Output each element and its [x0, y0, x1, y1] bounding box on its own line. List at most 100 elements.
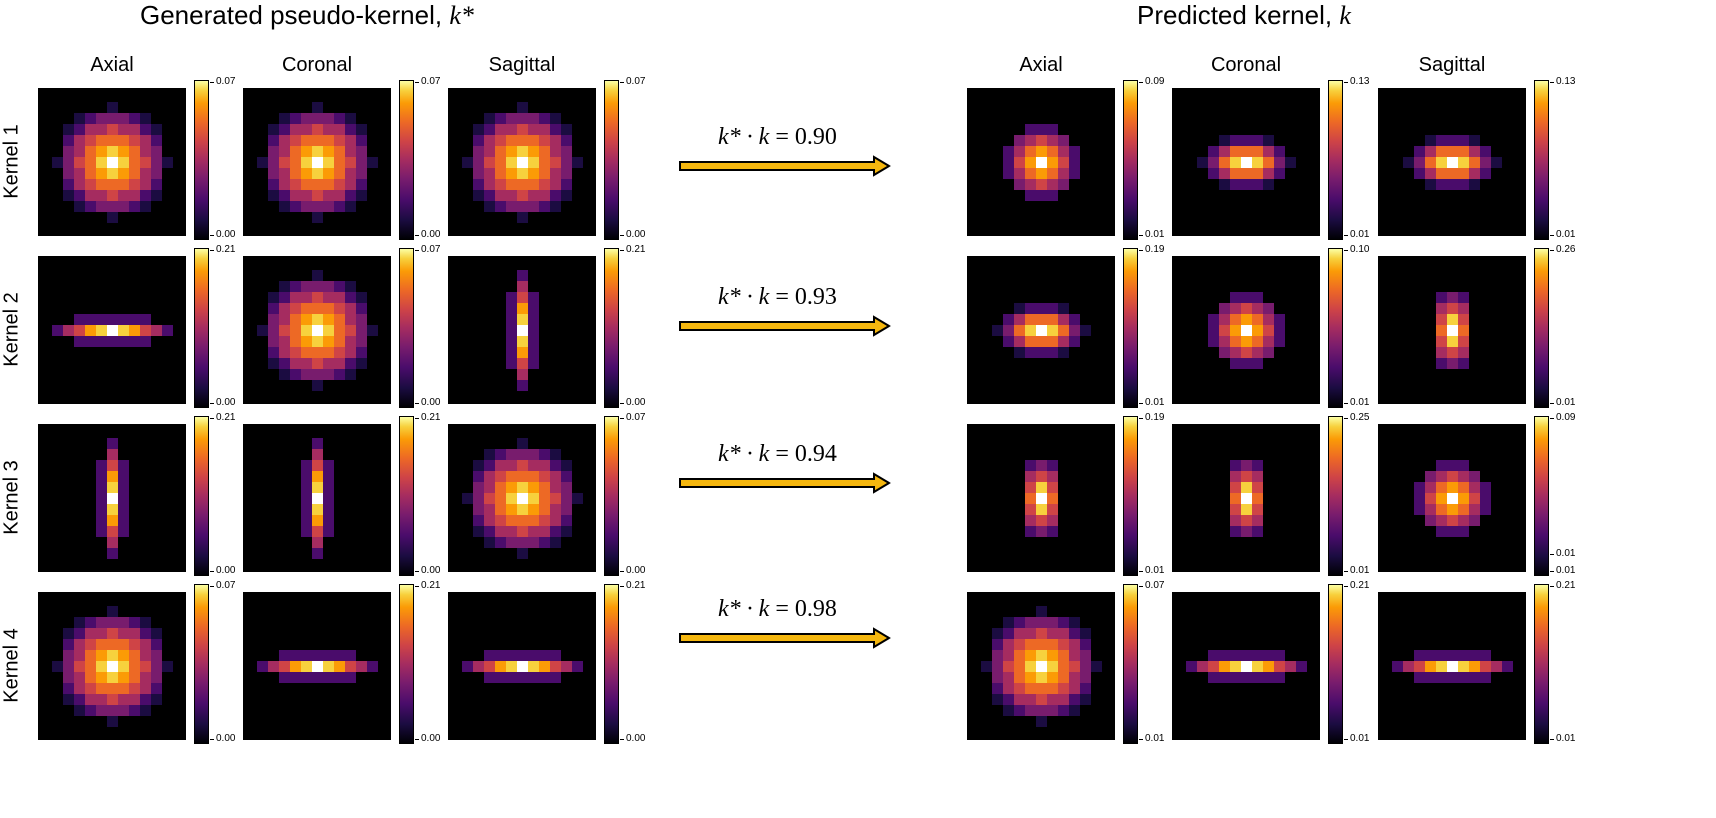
- kernel-pixel: [63, 694, 74, 705]
- kernel-pixel: [312, 515, 323, 526]
- kernel-pixel: [345, 314, 356, 325]
- kernel-pixel: [118, 135, 129, 146]
- kernel-pixel: [63, 179, 74, 190]
- kernel-pixel: [279, 179, 290, 190]
- kernel-pixel: [334, 325, 345, 336]
- kernel-pixel: [301, 135, 312, 146]
- kernel-pixel: [517, 526, 528, 537]
- row-label-kernel-4: Kernel 4: [0, 628, 23, 703]
- kernel-pixel: [96, 336, 107, 347]
- colorbar-max-label: 0.07: [209, 580, 236, 591]
- kernel-pixel: [506, 179, 517, 190]
- kernel-pixel: [517, 190, 528, 201]
- kernel-pixel: [550, 201, 561, 212]
- kernel-pixel: [462, 661, 473, 672]
- kernel-pixel: [1047, 504, 1058, 515]
- kernel-pixel: [1274, 672, 1285, 683]
- kernel-pixel: [1241, 504, 1252, 515]
- kernel-pixel: [1436, 672, 1447, 683]
- kernel-pixel: [1447, 179, 1458, 190]
- kernel-pixel: [506, 471, 517, 482]
- kernel-pixel: [345, 358, 356, 369]
- kernel-pixel: [1425, 168, 1436, 179]
- kernel-pixel: [107, 672, 118, 683]
- kernel-pixel: [1036, 650, 1047, 661]
- kernel-pixel: [268, 347, 279, 358]
- kernel-pixel: [257, 661, 268, 672]
- kernel-pixel: [1274, 168, 1285, 179]
- kernel-pixel: [1480, 504, 1491, 515]
- kernel-pixel: [528, 124, 539, 135]
- kernel-pixel: [1036, 661, 1047, 672]
- kernel-pixel: [550, 650, 561, 661]
- colorbar-min-label: 0.00: [619, 733, 646, 744]
- kernel-pixel: [539, 449, 550, 460]
- kernel-pixel: [312, 168, 323, 179]
- kernel-pixel: [312, 471, 323, 482]
- kernel-pixel: [1003, 146, 1014, 157]
- kernel-pixel: [1014, 146, 1025, 157]
- kernel-pixel: [118, 460, 129, 471]
- colorbar-max-label: 0.19: [1138, 412, 1165, 423]
- kernel-pixel: [1025, 325, 1036, 336]
- kernel-pixel: [1425, 157, 1436, 168]
- kernel-pixel: [1447, 482, 1458, 493]
- kernel-pixel: [96, 157, 107, 168]
- kernel-pixel: [1047, 347, 1058, 358]
- kernel-pixel: [1047, 325, 1058, 336]
- kernel-pixel: [506, 515, 517, 526]
- kernel-pixel: [268, 135, 279, 146]
- kernel-pixel: [517, 548, 528, 559]
- kernel-pixel: [356, 303, 367, 314]
- kernel-pixel: [279, 369, 290, 380]
- kernel-pixel: [118, 314, 129, 325]
- kernel-pixel: [1230, 168, 1241, 179]
- kernel-pixel: [268, 314, 279, 325]
- kernel-pixel: [506, 135, 517, 146]
- kernel-pixel: [107, 661, 118, 672]
- kernel-pixel: [1047, 460, 1058, 471]
- kernel-pixel: [63, 683, 74, 694]
- kernel-pixel: [1025, 515, 1036, 526]
- kernel-pixel: [1480, 146, 1491, 157]
- dot-product-label: k* · k = 0.98: [718, 596, 837, 623]
- kernel-pixel: [1058, 705, 1069, 716]
- kernel-pixel: [1252, 460, 1263, 471]
- kernel-pixel: [85, 683, 96, 694]
- kernel-pixel: [74, 179, 85, 190]
- kernel-pixel: [74, 661, 85, 672]
- kernel-pixel: [1447, 471, 1458, 482]
- kernel-pixel: [129, 201, 140, 212]
- kernel-pixel: [550, 661, 561, 672]
- kernel-pixel: [561, 471, 572, 482]
- kernel-pixel: [517, 336, 528, 347]
- kernel-pixel: [1069, 157, 1080, 168]
- colorbar-max-label: 0.07: [414, 76, 441, 87]
- kernel-pixel: [301, 146, 312, 157]
- kernel-pixel: [1252, 314, 1263, 325]
- kernel-pixel: [323, 493, 334, 504]
- kernel-pixel: [1208, 325, 1219, 336]
- kernel-pixel: [539, 135, 550, 146]
- kernel-pixel: [1436, 460, 1447, 471]
- kernel-pixel: [1458, 168, 1469, 179]
- kernel-pixel: [1069, 650, 1080, 661]
- arrow-shape: [679, 315, 891, 337]
- kernel-pixel: [517, 504, 528, 515]
- kernel-pixel: [1252, 179, 1263, 190]
- kernel-pixel: [312, 135, 323, 146]
- kernel-pixel: [473, 460, 484, 471]
- kernel-pixel: [1047, 705, 1058, 716]
- kernel-pixel: [528, 650, 539, 661]
- kernel-pixel: [96, 493, 107, 504]
- kernel-pixel: [1025, 157, 1036, 168]
- kernel-pixel: [561, 526, 572, 537]
- kernel-pixel: [301, 314, 312, 325]
- kernel-pixel: [96, 639, 107, 650]
- kernel-pixel: [85, 124, 96, 135]
- kernel-pixel: [63, 639, 74, 650]
- kernel-pixel: [539, 146, 550, 157]
- dot-product-label: k* · k = 0.94: [718, 441, 837, 468]
- kernel-pixel: [301, 179, 312, 190]
- kernel-pixel: [1014, 168, 1025, 179]
